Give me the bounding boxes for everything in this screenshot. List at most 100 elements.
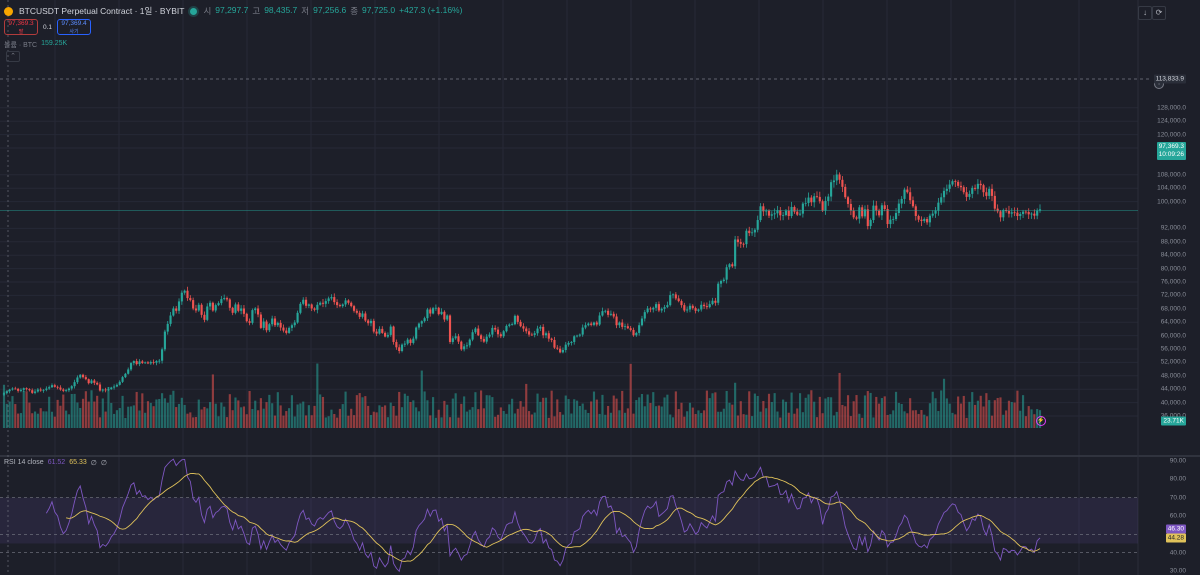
candle-body: [906, 189, 909, 193]
volume-bar: [623, 412, 627, 428]
candle-body: [319, 302, 322, 305]
candle-body: [623, 326, 627, 328]
volume-bar: [132, 405, 135, 428]
volume-bar: [937, 411, 940, 428]
candle-body: [330, 297, 333, 299]
volume-bar: [299, 403, 302, 428]
volume-bar: [776, 411, 779, 428]
candle-body: [372, 320, 375, 332]
candle-body: [302, 299, 305, 304]
volume-bar: [587, 412, 590, 428]
symbol-title[interactable]: BTCUSDT Perpetual Contract · 1일 · BYBIT: [19, 6, 185, 16]
volume-bar: [381, 406, 384, 428]
price-axis-label: 68,000.0: [1160, 305, 1186, 313]
candle-body: [765, 210, 768, 212]
volume-bar: [101, 398, 104, 428]
volume-legend[interactable]: 볼륨 · BTC 159.25K: [4, 40, 67, 50]
volume-bar: [146, 401, 150, 428]
volume-bar: [158, 399, 161, 428]
download-icon[interactable]: ↓: [1138, 6, 1152, 20]
candle-body: [965, 192, 968, 197]
volume-bar: [909, 398, 912, 428]
volume-bar: [403, 393, 406, 428]
candle-body: [276, 322, 279, 326]
volume-bar: [719, 411, 723, 428]
price-axis-label: 120,000.0: [1157, 131, 1186, 139]
volume-bar: [671, 417, 675, 428]
candle-body: [104, 389, 107, 391]
sell-price: 97,369.3: [8, 20, 34, 27]
candle-body: [31, 390, 34, 393]
candle-body: [536, 328, 539, 334]
candle-body: [48, 387, 51, 389]
candle-body: [234, 304, 237, 313]
price-axis-label: 104,000.0: [1157, 184, 1186, 192]
volume-bar: [279, 405, 282, 428]
volume-bar: [290, 395, 294, 428]
candle-body: [434, 307, 437, 309]
volume-bar: [104, 411, 107, 428]
candle-body: [169, 315, 172, 324]
sell-button[interactable]: 97,369.3 팔: [4, 19, 38, 35]
candle-body: [556, 347, 559, 349]
candle-body: [988, 188, 991, 196]
volume-bar: [703, 410, 706, 428]
candle-body: [979, 183, 982, 186]
candle-body: [440, 311, 443, 315]
candle-body: [587, 323, 590, 326]
volume-bar: [931, 391, 934, 428]
candle-body: [465, 345, 469, 347]
candle-body: [28, 389, 31, 391]
candle-body: [268, 324, 271, 331]
candle-body: [384, 332, 387, 337]
candle-body: [655, 304, 658, 308]
volume-bar: [796, 408, 799, 428]
candle-body: [496, 329, 500, 335]
volume-bar: [73, 393, 76, 428]
candle-body: [200, 304, 203, 315]
volume-bar: [759, 411, 762, 428]
volume-bar: [739, 401, 742, 428]
volume-bar: [149, 402, 152, 428]
volume-bar: [697, 410, 700, 428]
rsi-legend[interactable]: RSI 14 close 61.52 65.33 ∅ ∅: [4, 459, 107, 467]
candle-body: [841, 179, 844, 187]
candle-body: [1016, 212, 1019, 217]
candle-body: [846, 197, 850, 204]
collapse-legend-button[interactable]: ⌃: [6, 51, 20, 62]
volume-bar: [756, 395, 759, 428]
candle-body: [559, 348, 562, 353]
volume-bar: [358, 393, 361, 428]
candle-body: [607, 310, 610, 315]
candle-body: [694, 308, 697, 311]
volume-bar: [979, 395, 982, 428]
lightning-icon[interactable]: ⚡: [1036, 416, 1046, 426]
candle-body: [429, 309, 432, 314]
candle-body: [146, 362, 150, 364]
candle-body: [70, 386, 73, 389]
volume-bar: [530, 414, 533, 428]
candle-body: [285, 330, 288, 333]
candle-body: [1027, 211, 1030, 215]
volume-bar: [482, 408, 485, 428]
ohlc-close-value: 97,725.0: [362, 5, 396, 15]
candle-body: [801, 203, 804, 214]
candle-body: [982, 185, 985, 193]
volume-bar: [17, 413, 20, 428]
volume-bar: [409, 401, 412, 428]
volume-bar: [971, 392, 974, 428]
candle-body: [539, 326, 542, 329]
candle-body: [90, 380, 93, 384]
buy-button[interactable]: 97,369.4 사기: [57, 19, 91, 35]
refresh-icon[interactable]: ⟳: [1152, 6, 1166, 20]
volume-bar: [725, 390, 728, 428]
candle-body: [115, 384, 118, 387]
volume-bar: [124, 417, 127, 428]
candle-body: [482, 338, 485, 342]
candle-body: [1002, 209, 1005, 218]
candle-body: [338, 305, 341, 307]
volume-bar: [691, 407, 694, 428]
volume-bar: [400, 407, 404, 428]
volume-bar: [926, 416, 929, 428]
